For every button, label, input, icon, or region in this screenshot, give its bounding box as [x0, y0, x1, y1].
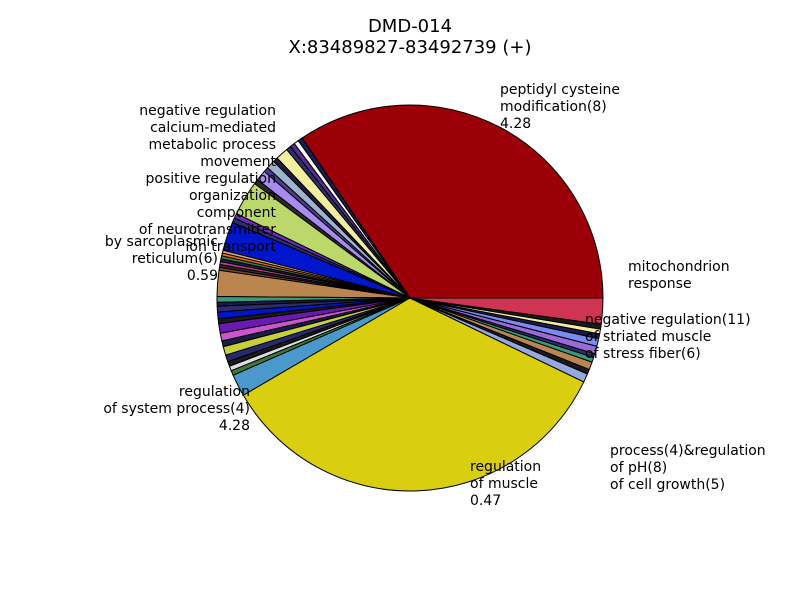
slice-label-5-line-8: ion transport [186, 239, 277, 255]
pie-slices [216, 104, 604, 492]
slice-label-5-line-6: component [197, 205, 277, 221]
chart-title: DMD-014 [368, 16, 452, 37]
slice-label-4-line-0: mitochondrion [628, 259, 730, 275]
slice-label-5-line-4: positive regulation [146, 171, 276, 187]
slice-label-5-line-2: metabolic process [149, 137, 277, 153]
pie-slice-0 [301, 104, 604, 299]
pie-slice-37 [242, 297, 585, 492]
slice-label-3-line-0: negative regulation(11) [585, 312, 751, 328]
slice-label-5-line-1: calcium-mediated [150, 120, 276, 136]
slice-label-0-line-1: modification(8) [500, 99, 607, 115]
slice-label-5-line-0: negative regulation [139, 103, 276, 119]
slice-label-3-line-1: of striated muscle [585, 329, 711, 345]
slice-label-2-line-2: 0.59 [187, 268, 218, 284]
slice-label-0-line-2: 4.28 [500, 116, 531, 132]
slice-label-0-line-0: peptidyl cysteine [500, 82, 620, 98]
slice-label-5-line-7: of neurotransmitter [139, 222, 276, 238]
slice-label-6-line-1: of muscle [470, 476, 538, 492]
slice-label-5-line-3: movement [200, 154, 276, 170]
pie-slice-48 [409, 297, 604, 325]
slice-label-6-line-2: 0.47 [470, 493, 501, 509]
pie-labels: peptidyl cysteinemodification(8)4.28regu… [103, 82, 765, 509]
slice-label-3-line-2: of stress fiber(6) [585, 346, 701, 362]
slice-label-6-line-0: regulation [470, 459, 541, 475]
chart-subtitle: X:83489827-83492739 (+) [289, 37, 532, 58]
slice-label-1-line-1: of system process(4) [103, 401, 250, 417]
slice-label-7-line-2: of cell growth(5) [610, 477, 725, 493]
slice-label-7-line-0: process(4)&regulation [610, 443, 766, 459]
slice-label-2-line-0: by sarcoplasmic [105, 234, 218, 250]
slice-label-7-line-1: of pH(8) [610, 460, 667, 476]
slice-label-5-line-5: organization [189, 188, 276, 204]
slice-label-1-line-0: regulation [179, 384, 250, 400]
slice-label-1-line-2: 4.28 [219, 418, 250, 434]
slice-label-2-line-1: reticulum(6) [132, 251, 218, 267]
slice-label-4-line-1: response [628, 276, 692, 292]
